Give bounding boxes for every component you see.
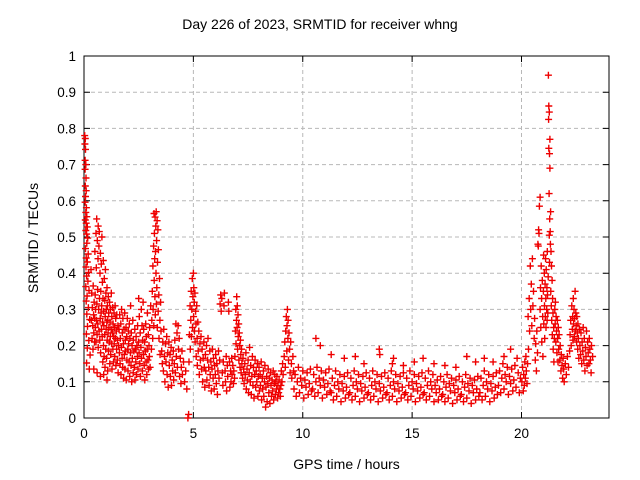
y-tick-label: 0.6 — [57, 194, 76, 209]
x-axis-label: GPS time / hours — [293, 456, 400, 472]
y-tick-label: 0.3 — [57, 302, 76, 317]
y-tick-label: 0.1 — [57, 375, 76, 390]
x-tick-label: 20 — [514, 426, 529, 441]
plot-border — [83, 55, 610, 419]
data-points — [81, 71, 597, 422]
y-tick-label: 0 — [68, 411, 76, 426]
y-tick-label: 0.8 — [57, 121, 76, 136]
x-tick-label: 15 — [405, 426, 420, 441]
y-tick-label: 0.4 — [57, 266, 76, 281]
x-tick-label: 5 — [190, 426, 198, 441]
grid-lines — [84, 56, 609, 418]
y-tick-label: 0.2 — [57, 339, 76, 354]
y-tick-label: 1 — [68, 49, 76, 64]
chart-title: Day 226 of 2023, SRMTID for receiver whn… — [182, 16, 458, 32]
y-tick-label: 0.9 — [57, 85, 76, 100]
x-tick-label: 0 — [80, 426, 88, 441]
x-tick-label: 10 — [295, 426, 310, 441]
y-tick-label: 0.7 — [57, 158, 76, 173]
y-tick-label: 0.5 — [57, 230, 76, 245]
